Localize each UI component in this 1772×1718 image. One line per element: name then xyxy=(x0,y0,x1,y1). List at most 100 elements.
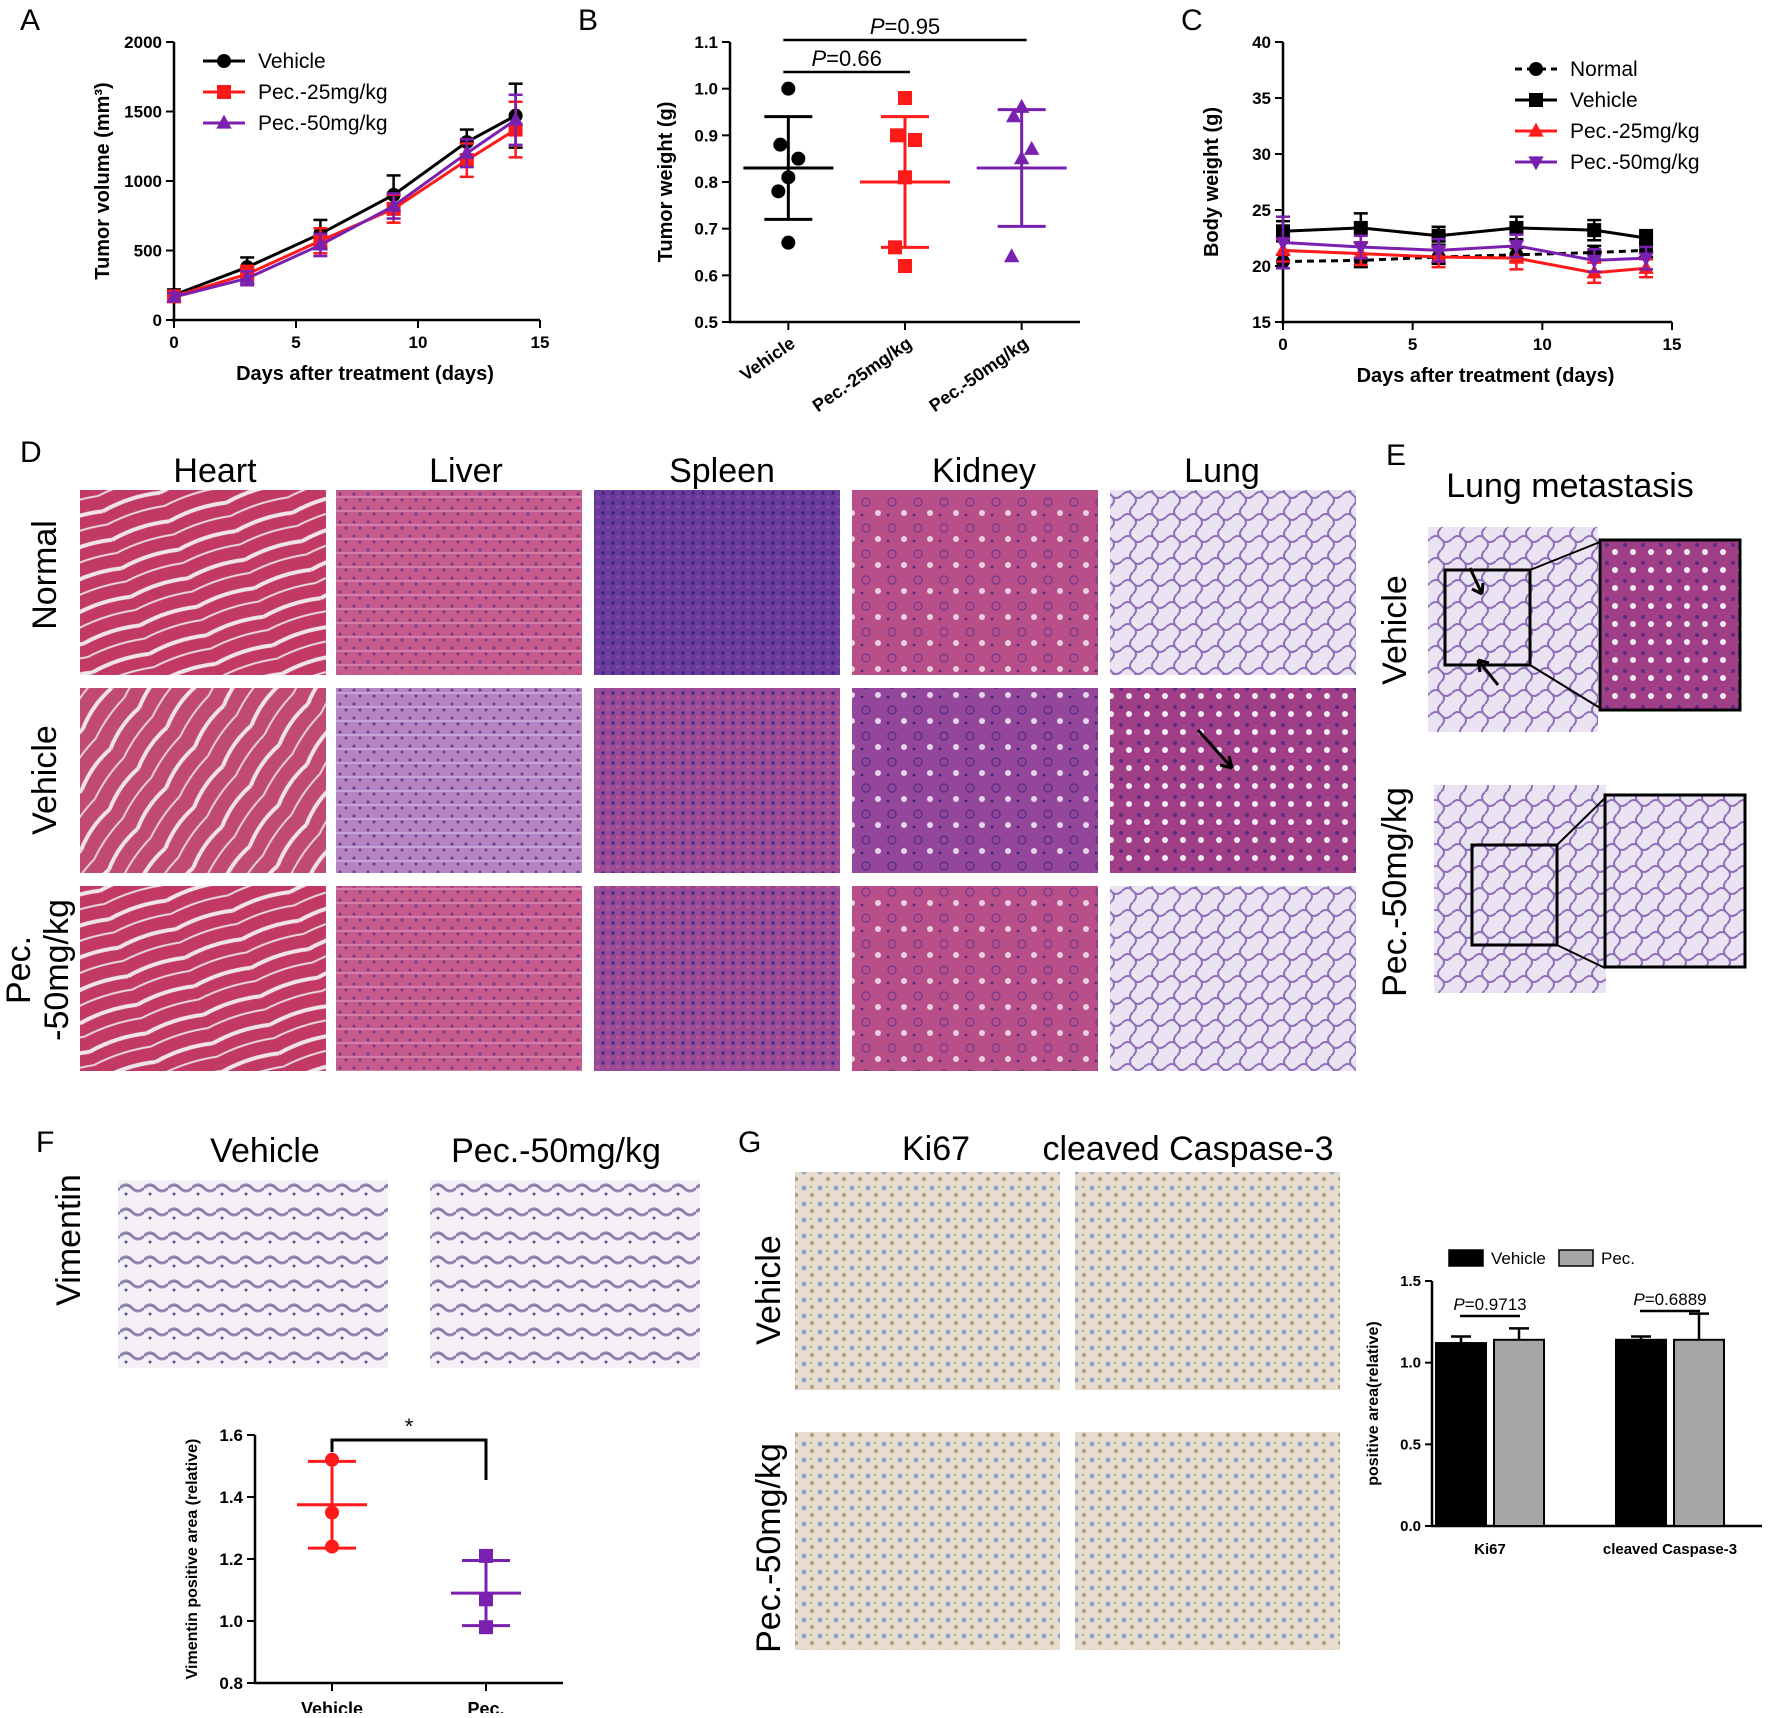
p-italic: P xyxy=(1633,1290,1645,1309)
group-Vehicle xyxy=(743,81,834,250)
x-axis-title: Days after treatment (days) xyxy=(236,363,494,385)
panel-letter-f: F xyxy=(36,1126,54,1159)
legend-swatch xyxy=(1558,1249,1594,1267)
legend-label: Vehicle xyxy=(1570,89,1638,112)
y-axis-title: Body weight (g) xyxy=(1201,107,1223,257)
y-axis-title: positive area(relative) xyxy=(1365,1321,1382,1486)
vimentin-image-vehicle xyxy=(118,1180,388,1368)
bar xyxy=(1435,1342,1487,1527)
bar xyxy=(1615,1338,1667,1528)
data-point xyxy=(479,1620,493,1635)
significance-label: P=0.6889 xyxy=(1633,1290,1706,1309)
y-tick-label: 1.0 xyxy=(1400,1355,1421,1372)
panel-letter-b: B xyxy=(578,4,598,37)
column-label-caspase: cleaved Caspase-3 xyxy=(1042,1130,1333,1168)
data-point xyxy=(479,1548,493,1563)
y-tick-label: 0.8 xyxy=(694,173,718,192)
legend-marker xyxy=(1529,93,1543,107)
y-tick-label: 1.0 xyxy=(694,80,718,99)
legend-marker xyxy=(1528,156,1544,171)
y-tick-label: 1500 xyxy=(124,103,162,122)
row-label-line: Pec. xyxy=(0,936,38,1004)
series-line xyxy=(173,114,517,297)
legend-label: Pec.-25mg/kg xyxy=(258,81,388,104)
series-line xyxy=(1282,240,1647,262)
panel-e-lung-metastasis: Lung metastasis Vehicle Pec.-50mg/kg xyxy=(1376,467,1747,997)
data-point xyxy=(479,1592,493,1607)
data-point xyxy=(890,128,904,143)
p-italic: P xyxy=(870,14,885,39)
column-label-pec-f: Pec.-50mg/kg xyxy=(451,1132,661,1170)
data-point xyxy=(385,197,402,212)
series-line xyxy=(1282,248,1647,264)
data-point xyxy=(459,144,475,159)
x-tick-label: Vehicle xyxy=(301,1699,363,1713)
histology-image-pec-kidney xyxy=(852,886,1098,1071)
data-point xyxy=(312,236,329,251)
panel-d-histology: Heart Liver Spleen Kidney Lung Normal Ve… xyxy=(0,452,1356,1071)
significance-label: P=0.66 xyxy=(811,46,881,71)
histology-image-vehicle-spleen xyxy=(594,688,840,873)
x-axis-title: Days after treatment (days) xyxy=(1357,365,1615,387)
legend-marker xyxy=(1528,122,1544,137)
x-tick-label: Vehicle xyxy=(736,333,798,385)
x-tick-label: 5 xyxy=(1408,335,1417,354)
row-label-pec-50-e: Pec.-50mg/kg xyxy=(1376,787,1414,997)
data-point xyxy=(773,137,788,152)
column-label-kidney: Kidney xyxy=(932,452,1036,490)
chart-a-tumor-volume: 0 500 1000 1500 2000 0 5 10 15 Days after treatme… xyxy=(92,33,549,385)
series-line xyxy=(1282,248,1647,275)
y-tick-label: 35 xyxy=(1252,89,1271,108)
lung-zoom-pec xyxy=(1603,793,1747,969)
data-point xyxy=(771,184,786,199)
y-axis-title: Tumor weight (g) xyxy=(655,102,677,263)
row-label-vehicle-e: Vehicle xyxy=(1376,575,1414,685)
x-tick-label: Ki67 xyxy=(1474,1541,1506,1558)
y-axis-title: Tumor volume (mm³) xyxy=(92,82,114,279)
legend-label: Pec.-25mg/kg xyxy=(1570,120,1700,143)
data-point xyxy=(781,170,796,185)
row-label-vehicle-g: Vehicle xyxy=(750,1235,788,1345)
series-Pec.-50mg/kg xyxy=(1275,215,1654,273)
data-point xyxy=(1275,236,1291,251)
significance-label: * xyxy=(405,1414,414,1439)
y-tick-label: 1000 xyxy=(124,172,162,191)
y-tick-label: 0.5 xyxy=(1400,1436,1421,1453)
row-label-pec-50: Pec.-50mg/kg xyxy=(0,899,76,1041)
y-tick-label: 1.5 xyxy=(1400,1273,1421,1290)
row-label-pec-50-g: Pec.-50mg/kg xyxy=(750,1443,788,1653)
y-tick-label: 30 xyxy=(1252,145,1271,164)
column-label-spleen: Spleen xyxy=(669,452,775,490)
lung-image-pec xyxy=(1434,785,1606,993)
data-point xyxy=(1003,248,1020,263)
y-tick-label: 15 xyxy=(1252,313,1271,332)
data-point xyxy=(325,1539,339,1554)
p-value: =0.95 xyxy=(885,14,941,39)
x-tick-label: Pec.-25mg/kg xyxy=(809,333,916,416)
data-point xyxy=(239,269,255,284)
panel-letter-c: C xyxy=(1181,4,1203,37)
bar xyxy=(1493,1338,1545,1528)
chart-c-body-weight: 15 20 25 30 35 40 0 5 10 15 Days after treatment (… xyxy=(1201,33,1700,387)
data-point xyxy=(1023,140,1040,155)
legend-marker xyxy=(217,85,231,99)
data-point xyxy=(781,235,796,250)
x-tick-label: 10 xyxy=(1533,335,1552,354)
p-value: =0.6889 xyxy=(1645,1290,1707,1309)
lung-zoom-vehicle xyxy=(1598,538,1742,712)
chart-f-vimentin-area: 0.8 1.0 1.2 1.4 1.6 Vimentin positive area (r… xyxy=(184,1414,563,1718)
series-Vehicle xyxy=(1276,212,1654,248)
x-tick-label: 0 xyxy=(169,333,178,352)
x-tick-label: Pec. xyxy=(467,1699,504,1713)
legend-label: Normal xyxy=(1570,58,1638,81)
group-Pec. xyxy=(451,1548,521,1635)
data-point xyxy=(791,151,806,166)
bar xyxy=(1673,1338,1725,1528)
y-tick-label: 2000 xyxy=(124,33,162,52)
y-tick-label: 0 xyxy=(153,311,162,330)
histology-image-vehicle-lung xyxy=(1110,688,1356,873)
p-value: =0.9713 xyxy=(1465,1295,1527,1314)
ihc-image-vehicle-caspase xyxy=(1075,1172,1340,1390)
x-tick-label: 5 xyxy=(291,333,300,352)
